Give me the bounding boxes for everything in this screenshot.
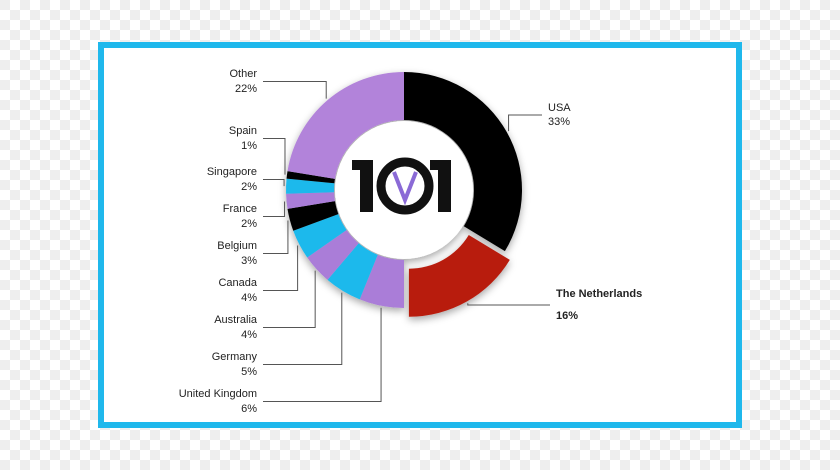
slice-value-label: 22% xyxy=(235,83,257,95)
slice xyxy=(286,178,335,194)
leader-line xyxy=(508,114,542,132)
slice-label: United Kingdom xyxy=(179,388,257,400)
slice-value-label: 6% xyxy=(241,403,257,415)
donut xyxy=(286,72,522,317)
slice xyxy=(286,171,335,184)
logo xyxy=(352,157,451,215)
leader-line xyxy=(263,179,285,187)
slice-label: The Netherlands xyxy=(556,288,642,300)
leader-line xyxy=(263,220,289,254)
leader-line xyxy=(263,292,343,365)
slice-value-label: 16% xyxy=(556,310,578,322)
leader-line xyxy=(263,138,286,175)
leader-line xyxy=(263,245,299,291)
slice-value-label: 2% xyxy=(241,181,257,193)
slice-label: France xyxy=(223,203,257,215)
leader-line xyxy=(263,81,327,99)
slice-value-label: 2% xyxy=(241,218,257,230)
slice xyxy=(287,201,339,231)
slice xyxy=(359,254,404,308)
slice-value-label: 4% xyxy=(241,292,257,304)
slice xyxy=(293,214,347,258)
slice-label: Australia xyxy=(214,314,258,326)
slice xyxy=(404,72,522,252)
slice-label: USA xyxy=(548,102,571,114)
slice-label: Germany xyxy=(212,351,258,363)
slice-value-label: 1% xyxy=(241,140,257,152)
slice-value-label: 5% xyxy=(241,366,257,378)
slice-label: Canada xyxy=(218,277,257,289)
slice xyxy=(287,72,404,179)
slice-value-label: 33% xyxy=(548,116,570,128)
leader-line xyxy=(263,270,316,328)
slice-label: Spain xyxy=(229,125,257,137)
slice-label: Belgium xyxy=(217,240,257,252)
slice-label: Other xyxy=(229,68,257,80)
leader-line xyxy=(263,201,286,217)
slice xyxy=(408,235,510,317)
slice-value-label: 4% xyxy=(241,329,257,341)
leader-line xyxy=(263,307,382,402)
slice xyxy=(307,230,359,280)
slice-label: Singapore xyxy=(207,166,257,178)
donut-hole xyxy=(335,121,473,259)
leader-line xyxy=(467,303,550,306)
slice xyxy=(286,192,335,209)
slice xyxy=(327,243,378,300)
slice-value-label: 3% xyxy=(241,255,257,267)
